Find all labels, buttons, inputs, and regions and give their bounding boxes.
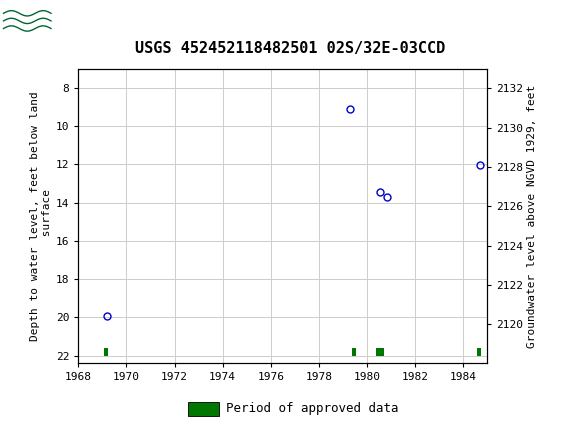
FancyBboxPatch shape	[188, 402, 219, 416]
Y-axis label: Groundwater level above NGVD 1929, feet: Groundwater level above NGVD 1929, feet	[527, 84, 538, 348]
Bar	[351, 348, 356, 356]
Text: USGS: USGS	[57, 12, 104, 27]
Y-axis label: Depth to water level, feet below land
 surface: Depth to water level, feet below land su…	[30, 91, 52, 341]
Text: USGS 452452118482501 02S/32E-03CCD: USGS 452452118482501 02S/32E-03CCD	[135, 40, 445, 55]
Bar	[104, 348, 108, 356]
Bar	[376, 348, 385, 356]
FancyBboxPatch shape	[3, 3, 52, 35]
Bar	[477, 348, 481, 356]
Text: Period of approved data: Period of approved data	[226, 402, 398, 415]
